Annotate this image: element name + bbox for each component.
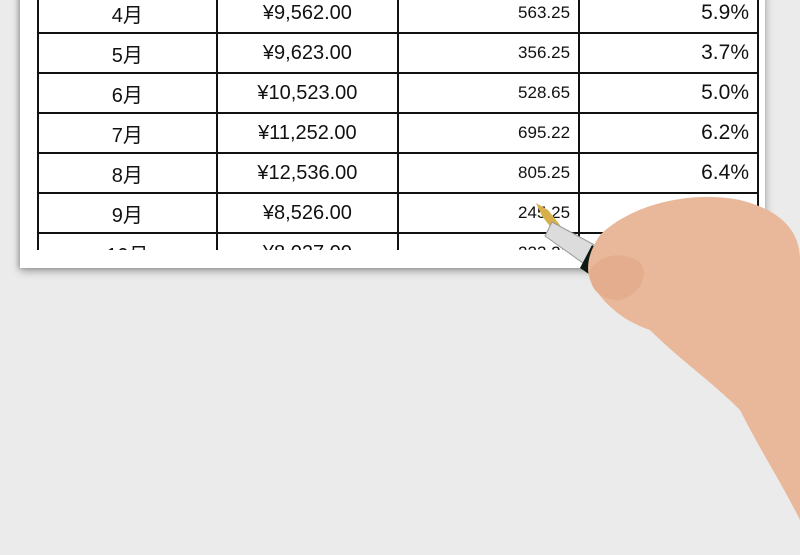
cell-percent[interactable]: 6.2% [578,112,759,154]
cell-month[interactable]: 6月 [37,72,218,114]
cell-percent[interactable]: 5.9% [578,0,759,34]
cell-amount[interactable]: ¥8,526.00 [215,192,400,234]
table-row: 5月 ¥9,623.00 356.25 3.7% [37,32,759,74]
cell-amount[interactable]: ¥9,562.00 [215,0,400,34]
table-row: 8月 ¥12,536.00 805.25 6.4% [37,152,759,194]
hand [588,196,800,520]
cell-amount[interactable]: ¥12,536.00 [215,152,400,194]
cell-month[interactable]: 4月 [37,0,218,34]
cell-amount[interactable]: ¥10,523.00 [215,72,400,114]
cell-month[interactable]: 9月 [37,192,218,234]
cell-value[interactable]: 805.25 [397,152,581,194]
cell-amount[interactable]: ¥11,252.00 [215,112,400,154]
table-row: 4月 ¥9,562.00 563.25 5.9% [37,0,759,34]
cell-percent[interactable]: 6.4% [578,152,759,194]
cell-month[interactable]: 10月 [37,232,218,250]
cell-month[interactable]: 8月 [37,152,218,194]
cell-value[interactable]: 528.65 [397,72,581,114]
table-row: 6月 ¥10,523.00 528.65 5.0% [37,72,759,114]
cell-percent[interactable]: 5.0% [578,72,759,114]
cell-month[interactable]: 5月 [37,32,218,74]
cell-amount[interactable]: ¥9,623.00 [215,32,400,74]
cell-value[interactable]: 695.22 [397,112,581,154]
cell-percent[interactable]: 3.7% [578,32,759,74]
table-row: 7月 ¥11,252.00 695.22 6.2% [37,112,759,154]
cell-amount[interactable]: ¥8,027.00 [215,232,400,250]
cell-month[interactable]: 7月 [37,112,218,154]
cell-value[interactable]: 563.25 [397,0,581,34]
cell-value[interactable]: 356.25 [397,32,581,74]
